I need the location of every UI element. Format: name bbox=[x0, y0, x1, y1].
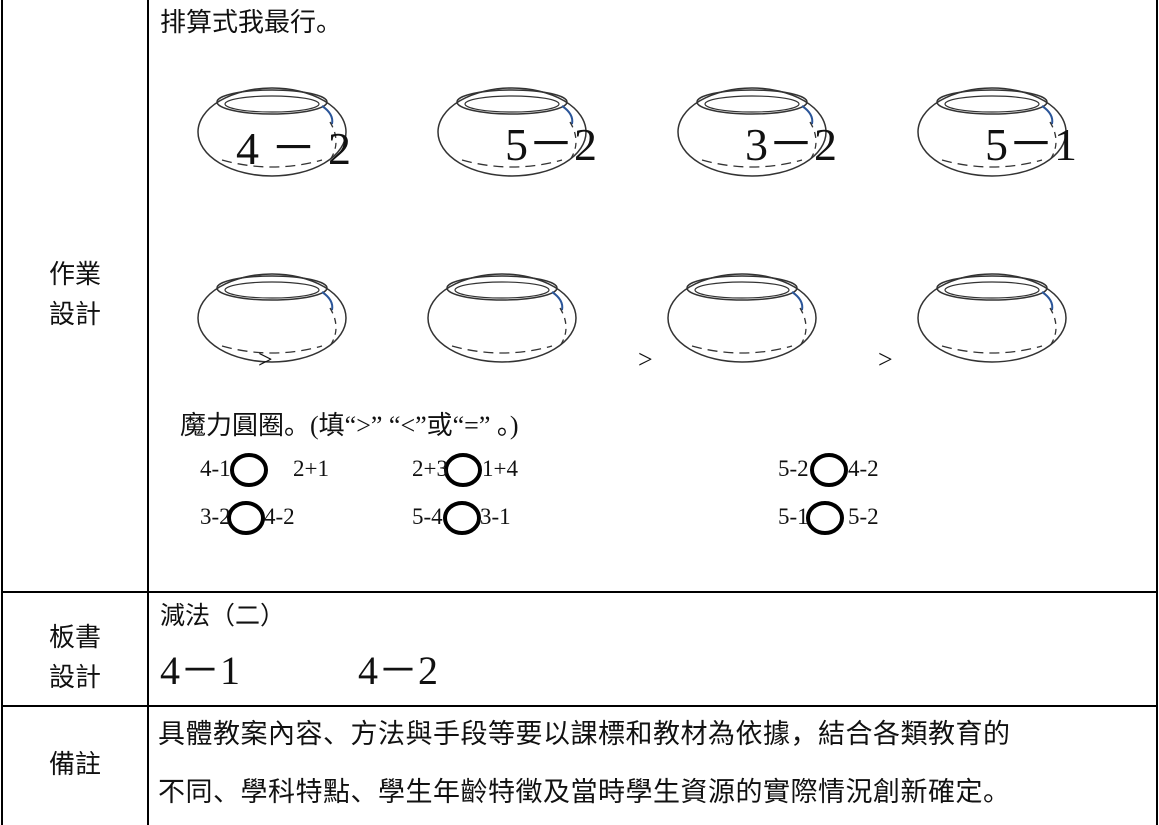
bowl-expression: 5－1 bbox=[985, 119, 1077, 170]
row-label: 備註 bbox=[48, 750, 101, 780]
label-line: 作業 bbox=[48, 260, 101, 290]
comparison-term: 2+1 bbox=[293, 456, 329, 481]
bowl-expression: 4 － 2 bbox=[236, 123, 351, 174]
comparison-term: 3-1 bbox=[480, 504, 511, 529]
comparison-term: 3-2 bbox=[200, 504, 231, 529]
row-label: 作業 設計 bbox=[2, 255, 148, 335]
comparison-term: 5-1 bbox=[778, 504, 809, 529]
answer-circles bbox=[227, 453, 848, 535]
sign: > bbox=[878, 345, 893, 374]
row-label: 板書 設計 bbox=[2, 618, 148, 698]
bowl-expression: 3－2 bbox=[745, 119, 837, 170]
label-line: 板書 bbox=[48, 623, 101, 653]
board-expression: 4－1 bbox=[160, 648, 240, 693]
comparison-term: 4-1 bbox=[200, 456, 231, 481]
comparison-term: 1+4 bbox=[482, 456, 518, 481]
instruction: 魔力圓圈。(填“>” “<”或“=” 。) bbox=[180, 411, 519, 440]
section-title: 減法（二） bbox=[160, 601, 286, 630]
comparison-term: 5-4 bbox=[412, 504, 443, 529]
board-expression: 4－2 bbox=[358, 648, 438, 693]
sign: > bbox=[258, 345, 273, 374]
comparison-term: 5-2 bbox=[848, 504, 879, 529]
comparison-term: 4-2 bbox=[848, 456, 879, 481]
comparison-term: 2+3 bbox=[412, 456, 448, 481]
note-line: 不同、學科特點、學生年齡特徵及當時學生資源的實際情況創新確定。 bbox=[158, 777, 1011, 807]
label-line: 設計 bbox=[48, 663, 101, 693]
sign: > bbox=[638, 345, 653, 374]
section-title: 排算式我最行。 bbox=[160, 8, 343, 37]
note-line: 具體教案內容、方法與手段等要以課標和教材為依據，結合各類教育的 bbox=[158, 719, 1011, 749]
comparison-term: 5-2 bbox=[778, 456, 809, 481]
comparison-term: 4-2 bbox=[264, 504, 295, 529]
bowl-expression: 5－2 bbox=[505, 119, 597, 170]
label-line: 設計 bbox=[48, 300, 101, 330]
